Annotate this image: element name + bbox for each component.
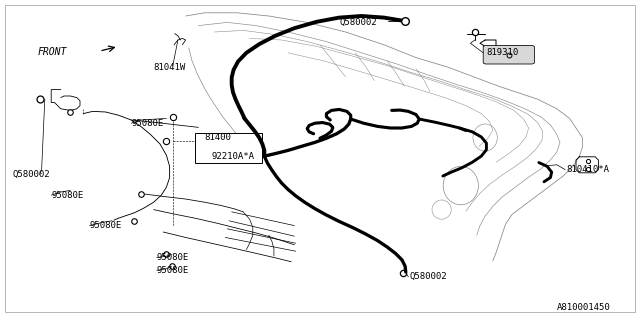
Text: 95080E: 95080E (157, 266, 189, 275)
Text: 95080E: 95080E (131, 119, 163, 128)
FancyBboxPatch shape (483, 45, 534, 64)
Text: 92210A*A: 92210A*A (211, 152, 254, 161)
Text: 95080E: 95080E (51, 191, 83, 200)
Text: 95080E: 95080E (157, 253, 189, 262)
Text: Q580002: Q580002 (13, 170, 51, 179)
Text: FRONT: FRONT (37, 47, 67, 57)
Bar (195, 133, 262, 163)
Text: 810410*A: 810410*A (566, 165, 609, 174)
Text: 81400: 81400 (205, 133, 232, 142)
Text: 81041W: 81041W (154, 63, 186, 72)
Text: 95080E: 95080E (90, 221, 122, 230)
Text: 819310: 819310 (486, 48, 518, 57)
Text: A810001450: A810001450 (557, 303, 611, 312)
Text: Q580002: Q580002 (339, 18, 377, 27)
Text: Q580002: Q580002 (410, 272, 447, 281)
